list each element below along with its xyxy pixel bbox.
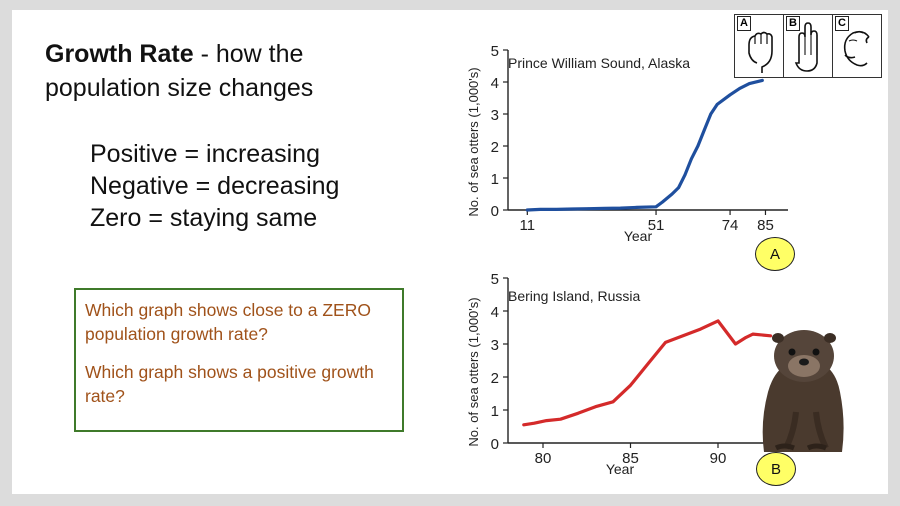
chart-a-ylabel: No. of sea otters (1,000's)	[466, 67, 481, 216]
chart-b-data-point	[522, 423, 526, 427]
chart-a-data-point	[683, 173, 687, 177]
chart-b-x-tick-label: 90	[710, 450, 727, 467]
chart-b-y-tick-label: 4	[491, 304, 499, 321]
chart-a-y-tick-label: 2	[491, 139, 499, 156]
chart-a-data-point	[587, 207, 590, 211]
chart-b: No. of sea otters (1,000's) Bering Islan…	[466, 271, 788, 477]
chart-b-data-point	[716, 319, 720, 323]
chart-b-data-point	[744, 336, 748, 339]
chart-a-x-tick-label: 85	[757, 217, 774, 234]
chart-a-data-point	[709, 112, 713, 116]
sign-language-answer-key: A B C	[734, 14, 882, 78]
title-rest: - how the population size changes	[45, 40, 314, 102]
definitions-list: Positive = increasing Negative = decreas…	[90, 138, 339, 234]
chart-b-data-point	[545, 419, 548, 422]
chart-a-data-point	[696, 144, 700, 148]
chart-a-data-point	[715, 103, 719, 106]
chart-a-data-point	[677, 186, 680, 189]
chart-a-y-tick-label: 1	[491, 171, 499, 188]
chart-b-data-point	[611, 400, 615, 404]
chart-b-data-point	[751, 332, 755, 336]
chart-a-series-line	[525, 78, 764, 212]
chart-b-data-point	[769, 334, 772, 338]
chart-b-data-point	[629, 383, 632, 387]
sign-a-letter: A	[737, 16, 751, 31]
sign-c: C	[833, 15, 882, 77]
chart-b-series-line	[522, 319, 773, 427]
sign-c-letter: C	[835, 16, 849, 31]
chart-b-data-point	[559, 417, 562, 421]
sign-b-letter: B	[786, 16, 800, 31]
chart-a-badge: A	[755, 237, 795, 271]
chart-b-data-point	[664, 341, 667, 344]
chart-a-data-point	[538, 208, 542, 211]
chart-a-y-tick-label: 0	[491, 203, 499, 220]
definition-negative: Negative = decreasing	[90, 172, 340, 200]
chart-b-y-tick-label: 1	[491, 403, 499, 420]
fist-hand-icon	[748, 31, 773, 73]
chart-a-data-point	[603, 207, 606, 210]
question-zero-growth: Which graph shows close to a ZERO popula…	[85, 300, 371, 344]
sea-otter-illustration	[762, 330, 844, 452]
title-bold: Growth Rate	[45, 40, 194, 68]
chart-a-title: Prince William Sound, Alaska	[508, 55, 690, 71]
chart-a: No. of sea otters (1,000's) Prince Willi…	[466, 43, 788, 244]
chart-a-data-point	[760, 79, 764, 82]
chart-a-data-point	[728, 93, 732, 97]
chart-a-y-tick-label: 5	[491, 43, 499, 60]
chart-a-data-point	[654, 205, 658, 209]
definition-zero: Zero = staying same	[90, 204, 318, 232]
chart-b-y-tick-label: 3	[491, 337, 499, 354]
chart-a-x-tick-label: 51	[648, 217, 665, 234]
chart-b-data-point	[734, 342, 737, 346]
chart-a-data-point	[619, 206, 622, 210]
chart-b-title: Bering Island, Russia	[508, 288, 641, 304]
definition-positive: Positive = increasing	[90, 140, 320, 168]
chart-a-x-tick-label: 74	[722, 217, 739, 234]
slide-title: Growth Rate - how the population size ch…	[45, 37, 405, 105]
chart-b-data-point	[576, 412, 580, 415]
chart-a-data-point	[661, 200, 664, 204]
chart-b-data-point	[699, 327, 702, 331]
chart-b-data-point	[646, 362, 650, 366]
c-hand-icon	[843, 30, 870, 67]
chart-a-data-point	[554, 208, 558, 211]
question-positive-growth: Which graph shows a positive growth rate…	[85, 362, 374, 406]
chart-b-x-tick-label: 80	[535, 450, 552, 467]
chart-a-xlabel: Year	[624, 228, 653, 244]
chart-a-data-point	[571, 207, 574, 211]
chart-a-data-point	[526, 208, 529, 212]
chart-a-data-point	[670, 192, 674, 196]
slide: Growth Rate - how the population size ch…	[12, 10, 888, 494]
chart-a-data-point	[738, 87, 742, 90]
chart-b-y-tick-label: 2	[491, 370, 499, 387]
chart-b-badge: B	[756, 452, 796, 486]
chart-a-data-point	[690, 157, 693, 161]
question-box: Which graph shows close to a ZERO popula…	[74, 288, 404, 432]
chart-a-data-point	[748, 82, 751, 85]
sign-b: B	[784, 15, 833, 77]
chart-b-y-tick-label: 0	[491, 436, 499, 453]
chart-b-ylabel: No. of sea otters (1,000's)	[466, 297, 481, 446]
chart-a-y-tick-label: 4	[491, 75, 499, 92]
chart-b-data-point	[681, 334, 685, 338]
chart-b-data-point	[532, 421, 536, 425]
chart-b-data-point	[594, 405, 597, 408]
sign-a: A	[735, 15, 784, 77]
flat-hand-icon	[794, 22, 818, 72]
chart-a-data-point	[635, 206, 639, 209]
chart-a-x-tick-label: 11	[520, 217, 536, 234]
chart-b-x-tick-label: 85	[622, 450, 639, 467]
chart-a-data-point	[703, 128, 706, 132]
chart-b-y-tick-label: 5	[491, 271, 499, 288]
chart-b-xlabel: Year	[606, 461, 635, 477]
chart-a-y-tick-label: 3	[491, 107, 499, 124]
